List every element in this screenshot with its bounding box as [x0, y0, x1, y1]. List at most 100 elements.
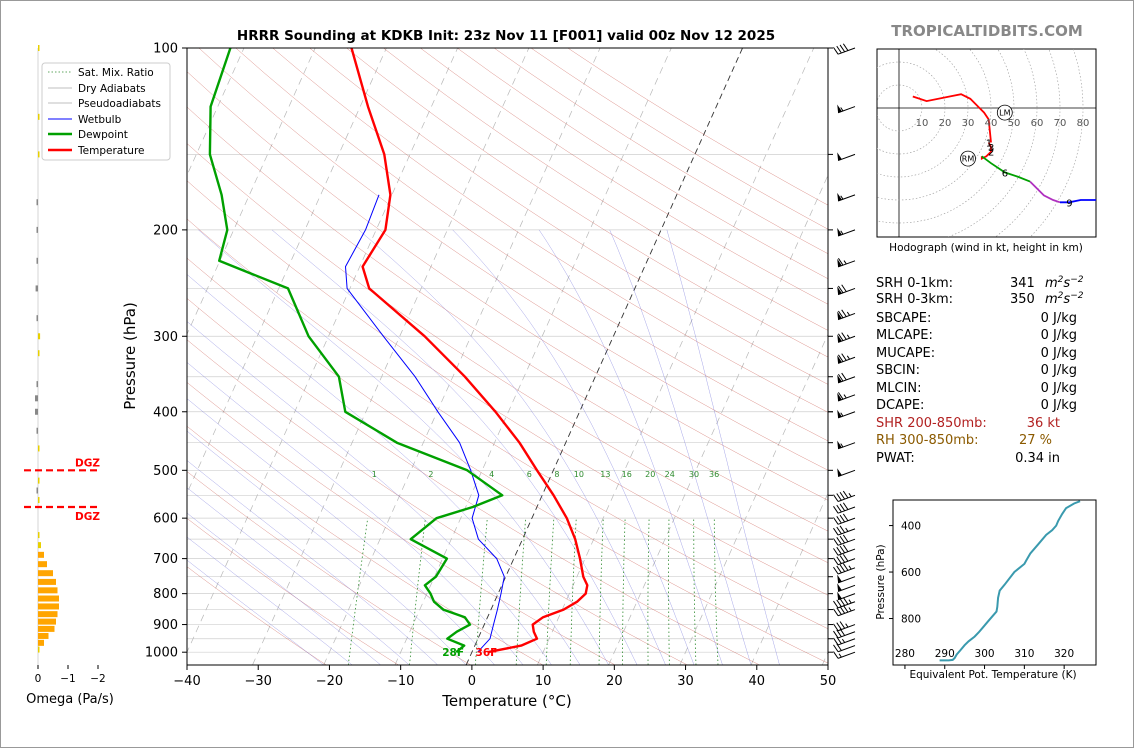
omega-bar [38, 114, 40, 120]
y-axis-label: Pressure (hPa) [121, 302, 139, 410]
legend-wetbulb: Wetbulb [78, 114, 122, 126]
omega-bar [38, 579, 56, 585]
x-tick-label: −20 [316, 674, 343, 689]
omega-bar [38, 619, 56, 625]
y-tick-label: 200 [153, 223, 178, 238]
x-tick-label: 0 [468, 674, 476, 689]
omega-bar [38, 350, 40, 356]
sbcape-label: SBCAPE: [876, 311, 931, 326]
mixing-ratio-label: 6 [527, 470, 532, 479]
dgz-label: DGZ [75, 457, 100, 469]
omega-bar [38, 151, 40, 157]
hodograph-ring-label: 60 [1031, 118, 1044, 129]
omega-bar [37, 428, 39, 434]
y-tick-label: 500 [153, 464, 178, 479]
omega-tick-label: −2 [90, 673, 105, 685]
legend-mixratio: Sat. Mix. Ratio [78, 67, 154, 79]
hodograph-ring-label: 70 [1054, 118, 1067, 129]
legend-pseudoadiabats: Pseudoadiabats [78, 98, 161, 110]
mixing-ratio-label: 30 [689, 470, 699, 479]
theta-e-ylabel: Pressure (hPa) [875, 544, 887, 619]
omega-axis-label: Omega (Pa/s) [26, 692, 114, 707]
sbcin-label: SBCIN: [876, 363, 920, 378]
theta-e-frame [893, 500, 1096, 665]
omega-bar [38, 552, 44, 558]
dgz-label: DGZ [75, 511, 100, 523]
omega-bar [38, 633, 49, 639]
hodograph-ring-label: 30 [962, 118, 975, 129]
omega-bar [37, 315, 39, 321]
y-tick-label: 100 [153, 42, 178, 57]
omega-bar [38, 587, 58, 593]
sbcin-value: 0 J/kg [1041, 363, 1077, 378]
legend-temperature: Temperature [77, 145, 145, 157]
hodograph-ring-label: 50 [1008, 118, 1021, 129]
mlcin-value: 0 J/kg [1041, 381, 1077, 396]
shear-label: SHR 200-850mb: [876, 416, 987, 431]
hodograph-ring-label: 80 [1077, 118, 1090, 129]
srh-0-1-value: 341 [1010, 276, 1035, 291]
omega-bar [38, 561, 47, 567]
y-tick-label: 900 [153, 618, 178, 633]
mixing-ratio-label: 13 [600, 470, 610, 479]
omega-bar [38, 333, 40, 339]
y-tick-label: 1000 [145, 646, 178, 661]
omega-bar [38, 45, 40, 51]
omega-tick-label: 0 [35, 673, 42, 685]
mixing-ratio-label: 2 [428, 470, 433, 479]
theta-e-ytick-label: 400 [901, 521, 921, 533]
x-tick-label: 40 [749, 674, 766, 689]
omega-bar [38, 640, 44, 646]
mucape-label: MUCAPE: [876, 346, 935, 361]
omega-bar [38, 596, 59, 602]
mixing-ratio-label: 16 [622, 470, 632, 479]
omega-tick-label: −1 [60, 673, 75, 685]
hodograph-caption: Hodograph (wind in kt, height in km) [889, 242, 1083, 254]
legend-dewpoint: Dewpoint [78, 129, 128, 141]
x-tick-label: −10 [387, 674, 414, 689]
omega-bar [38, 542, 41, 548]
theta-e-xtick-label: 300 [975, 648, 995, 660]
hodograph-height-label: 6 [1002, 168, 1008, 179]
srh-0-1-label: SRH 0-1km: [876, 276, 953, 291]
pwat-value: 0.34 in [1015, 451, 1060, 466]
hodograph-ring-label: 10 [916, 118, 929, 129]
hodograph-height-label: 9 [1066, 198, 1072, 209]
theta-e-xtick-label: 310 [1014, 648, 1034, 660]
omega-bar [38, 532, 40, 538]
y-tick-label: 700 [153, 552, 178, 567]
omega-bar [38, 647, 40, 653]
y-tick-label: 300 [153, 330, 178, 345]
theta-e-xlabel: Equivalent Pot. Temperature (K) [909, 669, 1076, 681]
x-axis-label: Temperature (°C) [441, 692, 571, 710]
mucape-value: 0 J/kg [1041, 346, 1077, 361]
storm-motion-label: RM [962, 155, 975, 164]
mixing-ratio-label: 4 [489, 470, 494, 479]
theta-e-xtick-label: 280 [895, 648, 915, 660]
rh-value: 27 % [1019, 433, 1052, 448]
x-tick-label: 20 [606, 674, 623, 689]
mlcape-value: 0 J/kg [1041, 328, 1077, 343]
x-tick-label: −30 [245, 674, 272, 689]
omega-bar [38, 626, 55, 632]
omega-bar [38, 611, 58, 617]
omega-bar [37, 488, 39, 494]
y-tick-label: 600 [153, 512, 178, 527]
x-tick-label: 30 [677, 674, 694, 689]
hodograph-height-label: 3 [988, 143, 994, 154]
omega-bar [37, 381, 39, 387]
mixing-ratio-label: 20 [645, 470, 655, 479]
omega-bar [38, 603, 59, 609]
hodograph-ring-label: 20 [939, 118, 952, 129]
mixing-ratio-label: 10 [574, 470, 584, 479]
theta-e-ytick-label: 800 [901, 614, 921, 626]
mixing-ratio-label: 8 [554, 470, 559, 479]
hodograph-ring-label: 40 [985, 118, 998, 129]
omega-bar [38, 570, 53, 576]
omega-bar [38, 497, 40, 503]
dcape-label: DCAPE: [876, 398, 924, 413]
omega-bar [37, 227, 39, 233]
